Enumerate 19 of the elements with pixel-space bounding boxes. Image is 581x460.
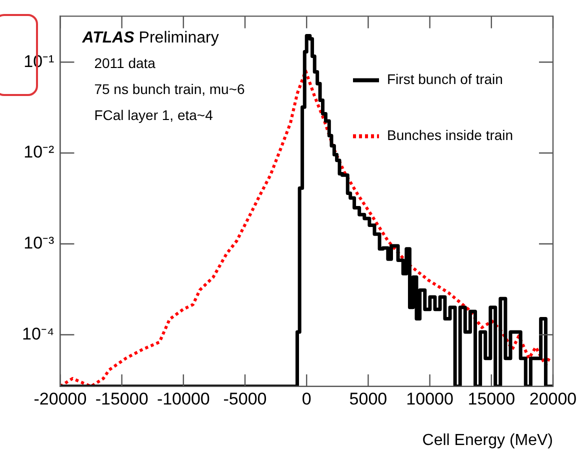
x-tick-label: 0 — [302, 389, 312, 408]
x-tick-label: 15000 — [468, 389, 516, 408]
x-tick-label: 20000 — [529, 389, 577, 408]
y-tick-label: 10⁻⁴ — [22, 324, 54, 344]
y-tick-label: 10⁻³ — [24, 234, 55, 253]
legend-label: Bunches inside train — [387, 127, 514, 144]
annotation: ATLAS Preliminary — [81, 30, 219, 47]
annotation: 2011 data — [94, 55, 156, 72]
annotation: FCal layer 1, eta~4 — [94, 107, 214, 124]
x-tick-label: -5000 — [223, 389, 267, 408]
annotation: 75 ns bunch train, mu~6 — [94, 81, 246, 98]
legend-label: First bunch of train — [387, 71, 503, 88]
x-tick-label: -20000 — [34, 389, 87, 408]
x-tick-label: -15000 — [95, 389, 148, 408]
x-axis-title: Cell Energy (MeV) — [422, 432, 553, 449]
x-tick-label: -10000 — [156, 389, 210, 408]
y-tick-label: 10⁻² — [24, 142, 55, 162]
x-tick-label: 10000 — [406, 389, 454, 408]
x-tick-label: 5000 — [349, 389, 388, 408]
